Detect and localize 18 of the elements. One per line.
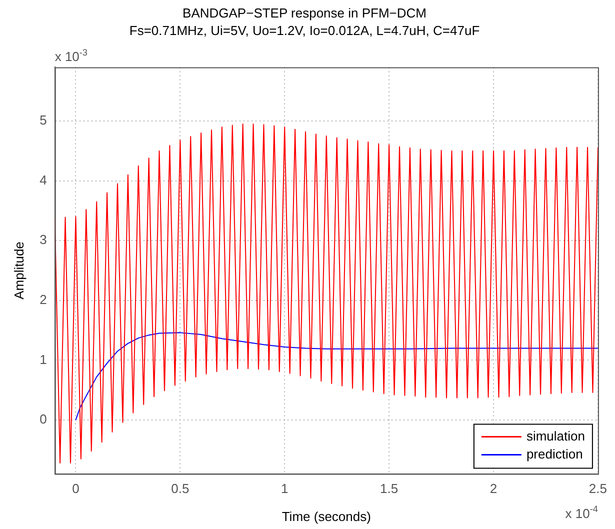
x-tick-label: 2 (490, 481, 498, 496)
y-tick-label: 5 (40, 112, 47, 128)
y-tick-label: 4 (40, 172, 47, 188)
x-tick-label: 0.5 (171, 481, 190, 496)
x-axis-title: Time (seconds) (282, 508, 371, 524)
y-tick-label: 3 (40, 232, 47, 248)
y-tick-label: 2 (40, 292, 47, 307)
y-axis-title: Amplitude (11, 242, 26, 300)
chart-title: BANDGAP−STEP response in PFM−DCM (182, 5, 426, 20)
x-tick-label: 0 (72, 481, 80, 496)
legend-label: simulation (526, 428, 585, 444)
x-tick-label: 1 (281, 481, 288, 496)
x-tick-label: 1.5 (380, 481, 398, 496)
y-tick-label: 0 (40, 412, 47, 427)
chart-subtitle: Fs=0.71MHz, Ui=5V, Uo=1.2V, Io=0.012A, L=4.7uH, C=47uF (129, 22, 480, 38)
y-tick-label: 1 (40, 352, 47, 367)
legend-label: prediction (526, 446, 583, 462)
x-tick-label: 2.5 (588, 481, 608, 496)
